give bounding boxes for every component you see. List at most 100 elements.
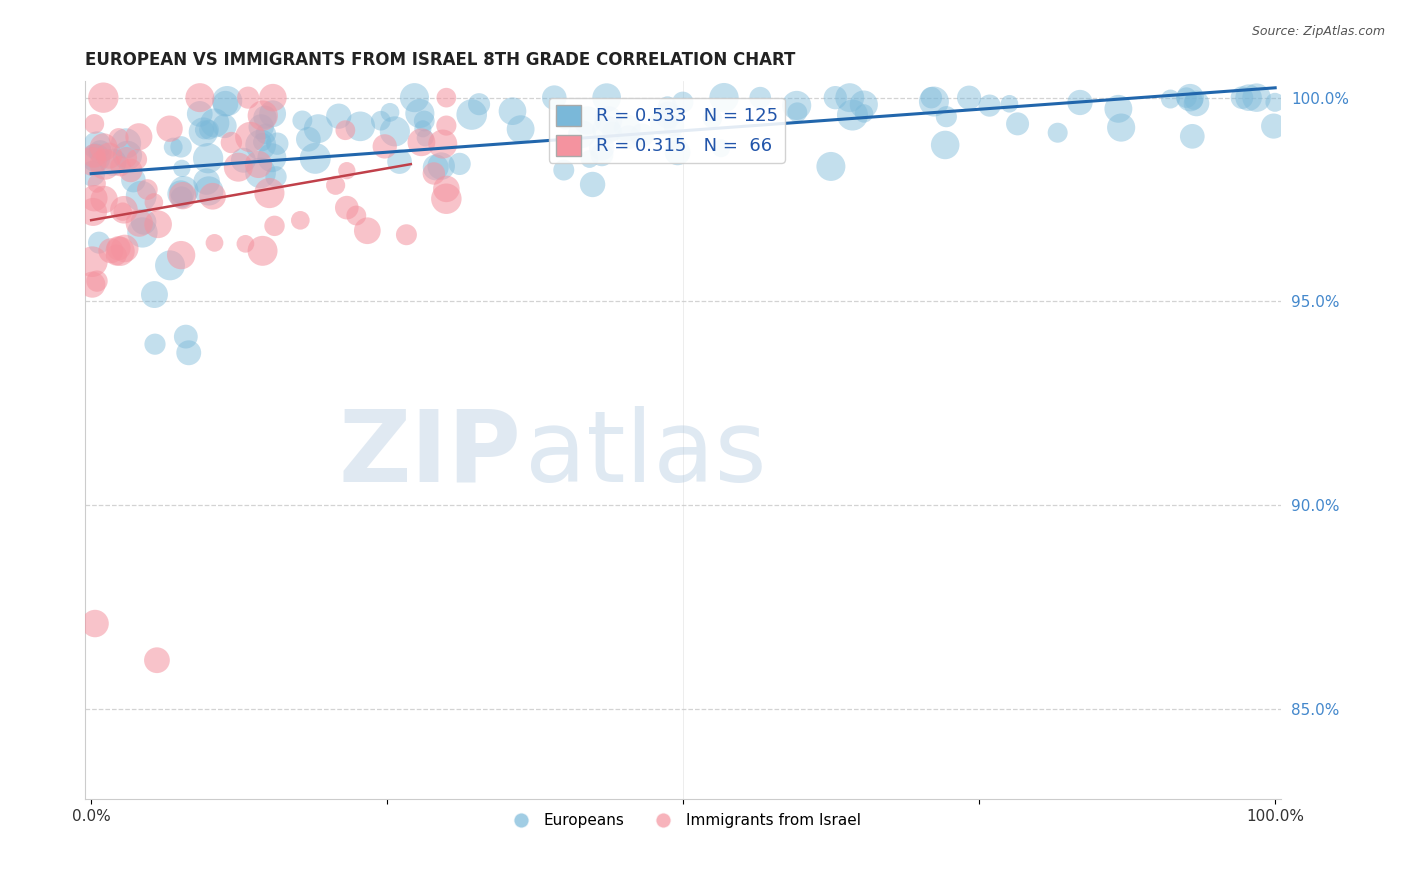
- Point: [1046, 126, 1069, 140]
- Point: [304, 152, 326, 166]
- Point: [252, 244, 274, 258]
- Point: [378, 105, 401, 120]
- Point: [554, 112, 576, 127]
- Point: [107, 131, 129, 145]
- Point: [1159, 92, 1181, 106]
- Point: [702, 112, 724, 126]
- Point: [934, 138, 956, 153]
- Point: [174, 329, 197, 343]
- Point: [266, 136, 288, 151]
- Point: [100, 244, 122, 258]
- Point: [1175, 90, 1198, 104]
- Point: [82, 277, 104, 292]
- Point: [249, 166, 271, 180]
- Point: [94, 157, 117, 171]
- Point: [253, 110, 276, 124]
- Point: [571, 127, 593, 141]
- Point: [136, 182, 159, 196]
- Point: [922, 95, 945, 109]
- Point: [666, 145, 689, 160]
- Point: [195, 175, 218, 189]
- Point: [710, 141, 733, 155]
- Point: [616, 121, 638, 136]
- Point: [198, 122, 221, 136]
- Point: [598, 113, 620, 128]
- Point: [86, 138, 108, 153]
- Point: [600, 124, 623, 138]
- Text: EUROPEAN VS IMMIGRANTS FROM ISRAEL 8TH GRADE CORRELATION CHART: EUROPEAN VS IMMIGRANTS FROM ISRAEL 8TH G…: [86, 51, 796, 69]
- Point: [170, 190, 193, 204]
- Point: [143, 337, 166, 351]
- Point: [110, 159, 132, 173]
- Point: [86, 177, 108, 191]
- Point: [325, 178, 347, 193]
- Point: [290, 213, 312, 227]
- Point: [232, 153, 254, 168]
- Point: [1230, 90, 1253, 104]
- Point: [665, 135, 688, 149]
- Point: [146, 653, 169, 667]
- Point: [259, 186, 281, 200]
- Point: [307, 121, 329, 136]
- Point: [336, 163, 359, 178]
- Point: [578, 152, 600, 166]
- Point: [328, 109, 350, 123]
- Point: [336, 201, 359, 215]
- Point: [250, 120, 273, 134]
- Point: [115, 151, 138, 165]
- Point: [120, 163, 142, 178]
- Point: [349, 120, 371, 134]
- Point: [1178, 90, 1201, 104]
- Point: [214, 119, 236, 133]
- Point: [411, 136, 433, 150]
- Point: [84, 151, 107, 165]
- Point: [430, 159, 453, 173]
- Point: [935, 110, 957, 124]
- Point: [297, 132, 319, 146]
- Point: [291, 113, 314, 128]
- Point: [159, 121, 181, 136]
- Point: [82, 254, 104, 268]
- Point: [409, 106, 432, 120]
- Point: [957, 90, 980, 104]
- Point: [204, 116, 226, 130]
- Point: [247, 157, 270, 171]
- Point: [412, 121, 434, 136]
- Point: [388, 154, 411, 169]
- Point: [122, 173, 145, 187]
- Point: [920, 90, 942, 104]
- Point: [1264, 95, 1286, 110]
- Point: [170, 161, 193, 176]
- Point: [1185, 96, 1208, 111]
- Point: [84, 616, 107, 631]
- Point: [82, 205, 104, 219]
- Point: [142, 195, 165, 210]
- Point: [432, 136, 454, 151]
- Point: [107, 241, 129, 255]
- Point: [143, 287, 166, 301]
- Point: [86, 274, 108, 288]
- Point: [214, 96, 236, 111]
- Point: [662, 119, 685, 133]
- Point: [108, 244, 131, 259]
- Point: [129, 189, 152, 203]
- Point: [1237, 90, 1260, 104]
- Point: [221, 136, 243, 150]
- Point: [254, 127, 277, 141]
- Point: [252, 135, 274, 149]
- Point: [838, 90, 860, 104]
- Point: [553, 163, 575, 178]
- Text: ZIP: ZIP: [339, 406, 522, 503]
- Point: [824, 90, 846, 104]
- Point: [395, 227, 418, 242]
- Point: [425, 161, 447, 175]
- Point: [111, 204, 134, 219]
- Point: [461, 107, 484, 121]
- Point: [1181, 129, 1204, 144]
- Point: [657, 98, 679, 112]
- Point: [262, 90, 284, 104]
- Point: [173, 184, 195, 198]
- Point: [449, 157, 471, 171]
- Point: [509, 122, 531, 136]
- Point: [172, 188, 194, 202]
